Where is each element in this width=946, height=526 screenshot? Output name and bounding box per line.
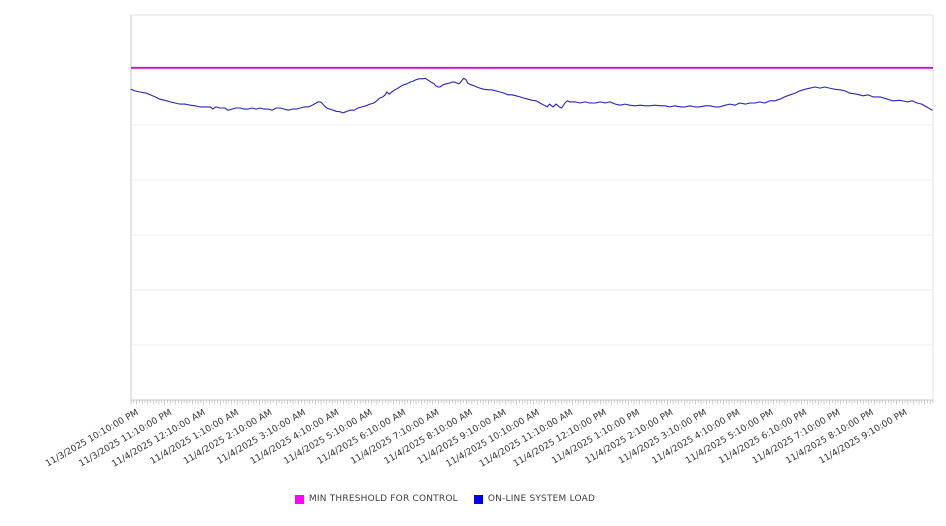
online-system-load-line <box>130 77 933 114</box>
chart-legend: MIN THRESHOLD FOR CONTROL ON-LINE SYSTEM… <box>0 494 918 504</box>
legend-label-min-threshold: MIN THRESHOLD FOR CONTROL <box>308 494 458 504</box>
legend-item-online-system-load: ON-LINE SYSTEM LOAD <box>473 494 596 504</box>
legend-item-min-threshold: MIN THRESHOLD FOR CONTROL <box>294 494 458 504</box>
min-threshold-swatch-icon <box>294 494 304 504</box>
online-system-load-swatch-icon <box>473 494 483 504</box>
legend-label-online-system-load: ON-LINE SYSTEM LOAD <box>487 494 596 504</box>
